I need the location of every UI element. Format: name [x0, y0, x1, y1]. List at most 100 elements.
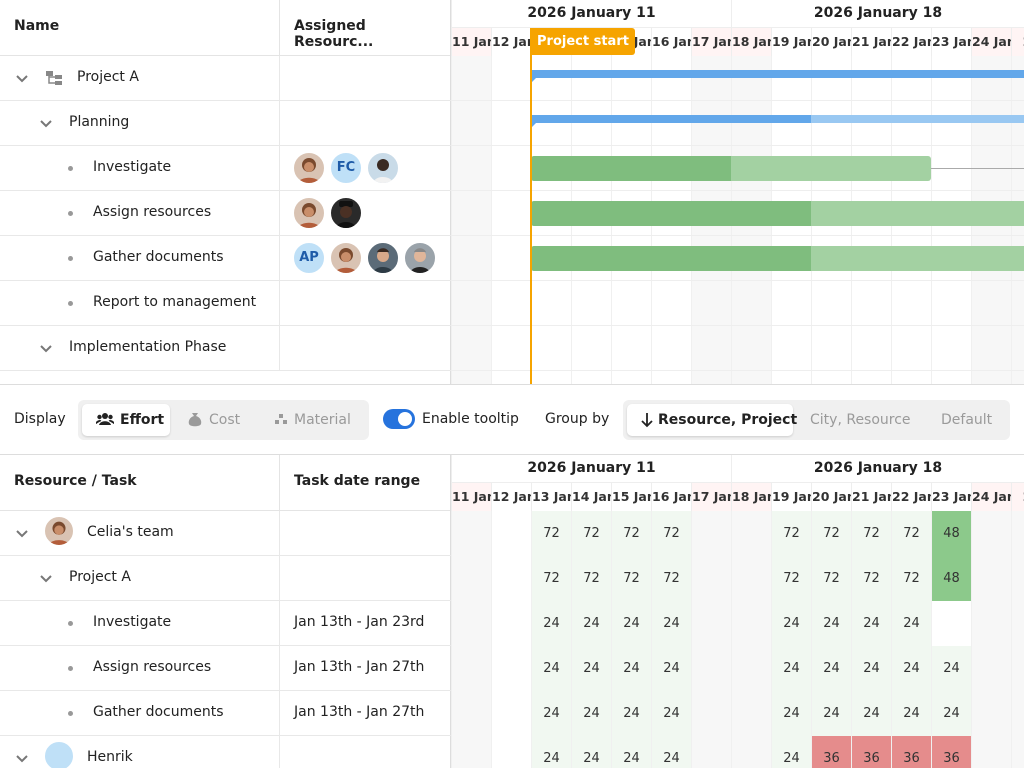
- effort-cell: 72: [611, 511, 651, 556]
- effort-cell: 24: [571, 736, 611, 768]
- day-header: 14 Jan: [571, 483, 611, 511]
- task-date-range: Jan 13th - Jan 27th: [294, 659, 425, 675]
- resource-row[interactable]: Assign resources Jan 13th - Jan 27th: [0, 646, 451, 691]
- effort-cell: 24: [771, 691, 811, 736]
- project-start-label[interactable]: Project start: [531, 28, 635, 55]
- avatar-initials[interactable]: FC: [329, 151, 363, 185]
- effort-cell: 72: [531, 556, 571, 601]
- avatar-initials[interactable]: AP: [292, 241, 326, 275]
- groupby-segmented-control: Resource, Project City, Resource Default: [623, 400, 1010, 440]
- effort-cell: 36: [851, 736, 891, 768]
- effort-cell: 24: [811, 646, 851, 691]
- day-header: 17 Jan: [691, 28, 731, 56]
- gantt-grid: Name Assigned Resourc... Project A Plann…: [0, 0, 451, 384]
- task-name: Gather documents: [93, 704, 224, 720]
- avatar: [43, 740, 75, 768]
- histogram-timeline[interactable]: 2026 January 11 2026 January 18 11 Jan12…: [451, 455, 1024, 768]
- effort-cell: 36: [811, 736, 851, 768]
- avatar[interactable]: [292, 151, 326, 185]
- material-button[interactable]: Material: [264, 404, 365, 436]
- chevron-down-icon[interactable]: [38, 340, 54, 356]
- day-column: [491, 511, 531, 768]
- chevron-down-icon[interactable]: [14, 70, 30, 86]
- effort-cell: 24: [851, 601, 891, 646]
- resource-row[interactable]: Henrik: [0, 736, 451, 768]
- avatar[interactable]: [329, 196, 363, 230]
- effort-cell: 72: [651, 556, 691, 601]
- dependency-line: [931, 168, 1024, 169]
- column-header-resource-task[interactable]: Resource / Task: [14, 473, 137, 489]
- project-summary-bar[interactable]: [531, 70, 1024, 83]
- resource-row[interactable]: Investigate Jan 13th - Jan 23rd: [0, 601, 451, 646]
- resource-row[interactable]: Project A: [0, 556, 451, 601]
- effort-cell: 24: [811, 691, 851, 736]
- task-bar-assign-resources[interactable]: [531, 201, 1024, 226]
- resource-row[interactable]: Gather documents Jan 13th - Jan 27th: [0, 691, 451, 736]
- effort-cell: 72: [811, 511, 851, 556]
- users-icon: [95, 404, 115, 448]
- avatar[interactable]: [366, 151, 400, 185]
- resource-row[interactable]: Celia's team: [0, 511, 451, 556]
- task-name: Planning: [69, 114, 130, 130]
- effort-cell: 72: [531, 511, 571, 556]
- chevron-down-icon[interactable]: [38, 570, 54, 586]
- task-name: Investigate: [93, 159, 172, 175]
- group-resource-project-button[interactable]: Resource, Project: [627, 404, 797, 436]
- task-row[interactable]: Implementation Phase: [0, 326, 451, 371]
- effort-cell: 24: [571, 691, 611, 736]
- effort-cell: 72: [571, 556, 611, 601]
- chevron-down-icon[interactable]: [38, 115, 54, 131]
- planning-summary-bar[interactable]: [531, 115, 1024, 128]
- task-name: Assign resources: [93, 659, 212, 675]
- effort-button[interactable]: Effort: [82, 404, 170, 436]
- task-name: Report to management: [93, 294, 257, 310]
- effort-cell: 72: [571, 511, 611, 556]
- column-header-task-range[interactable]: Task date range: [294, 473, 421, 489]
- day-header: 19 Jan: [771, 28, 811, 56]
- day-header: 21 Jan: [851, 28, 891, 56]
- task-bar-investigate[interactable]: [531, 156, 931, 181]
- effort-cell: 24: [571, 646, 611, 691]
- day-header: 23 Jan: [931, 28, 971, 56]
- groupby-label: Group by: [545, 411, 610, 427]
- effort-cell: 24: [611, 736, 651, 768]
- gantt-timeline[interactable]: 2026 January 11 2026 January 18 11 Jan12…: [451, 0, 1024, 384]
- task-row[interactable]: Planning: [0, 101, 451, 146]
- task-row[interactable]: Report to management: [0, 281, 451, 326]
- resource-name: Celia's team: [87, 524, 174, 540]
- task-date-range: Jan 13th - Jan 23rd: [294, 614, 425, 630]
- avatar[interactable]: [403, 241, 437, 275]
- chevron-down-icon[interactable]: [14, 525, 30, 541]
- bullet-icon: [68, 711, 73, 716]
- task-row[interactable]: Assign resources: [0, 191, 451, 236]
- resource-histogram: Resource / Task Task date range Celia's …: [0, 455, 1024, 768]
- bullet-icon: [68, 666, 73, 671]
- effort-cell: 24: [851, 646, 891, 691]
- project-start-line: [530, 28, 532, 384]
- effort-cell: 24: [771, 601, 811, 646]
- day-header: 13 Jan: [531, 483, 571, 511]
- task-row[interactable]: Gather documents AP: [0, 236, 451, 281]
- avatar[interactable]: [329, 241, 363, 275]
- day-header: 25: [1011, 483, 1024, 511]
- effort-cell: 24: [931, 646, 971, 691]
- column-header-resources[interactable]: Assigned Resourc...: [294, 18, 374, 50]
- column-header-name[interactable]: Name: [14, 18, 60, 34]
- effort-cell: 72: [771, 511, 811, 556]
- avatar[interactable]: [292, 196, 326, 230]
- task-bar-gather-documents[interactable]: [531, 246, 1024, 271]
- effort-cell: 24: [571, 601, 611, 646]
- day-header: 18 Jan: [731, 483, 771, 511]
- group-default-button[interactable]: Default: [941, 412, 993, 428]
- avatar[interactable]: [366, 241, 400, 275]
- cost-button[interactable]: Cost: [178, 404, 256, 436]
- enable-tooltip-toggle[interactable]: [383, 409, 415, 429]
- chevron-down-icon[interactable]: [14, 750, 30, 766]
- task-name: Gather documents: [93, 249, 224, 265]
- group-city-resource-button[interactable]: City, Resource: [810, 412, 911, 428]
- day-column: [451, 511, 491, 768]
- gantt-chart: Name Assigned Resourc... Project A Plann…: [0, 0, 1024, 384]
- task-row[interactable]: Investigate FC: [0, 146, 451, 191]
- task-row[interactable]: Project A: [0, 56, 451, 101]
- effort-cell: 24: [891, 601, 931, 646]
